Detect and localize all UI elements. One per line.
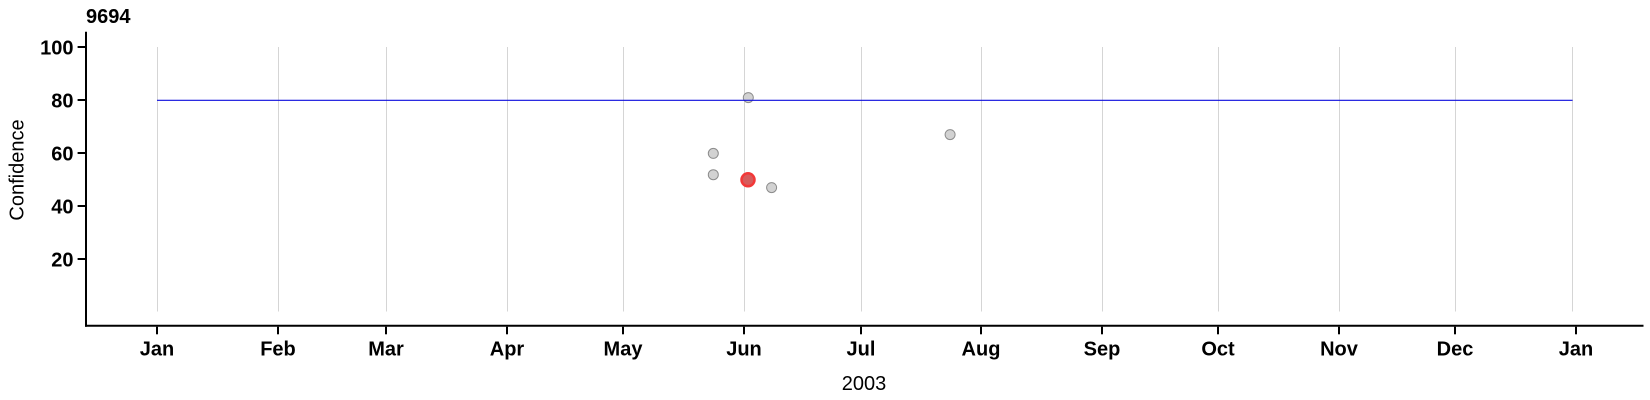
svg-text:Oct: Oct (1201, 339, 1235, 361)
svg-text:2003: 2003 (842, 373, 887, 395)
svg-text:Aug: Aug (962, 339, 1001, 361)
svg-text:Dec: Dec (1437, 339, 1474, 361)
svg-text:20: 20 (51, 250, 73, 272)
svg-text:60: 60 (51, 144, 73, 166)
svg-text:9694: 9694 (86, 6, 131, 28)
svg-text:Nov: Nov (1320, 339, 1359, 361)
svg-text:Jul: Jul (847, 339, 876, 361)
svg-text:100: 100 (40, 38, 73, 60)
svg-text:Confidence: Confidence (6, 119, 28, 220)
svg-text:May: May (604, 339, 644, 361)
svg-text:40: 40 (51, 197, 73, 219)
svg-text:Jan: Jan (140, 339, 174, 361)
svg-text:Apr: Apr (490, 339, 525, 361)
svg-text:80: 80 (51, 91, 73, 113)
svg-text:Jan: Jan (1559, 339, 1593, 361)
svg-text:Sep: Sep (1084, 339, 1121, 361)
svg-text:Jun: Jun (726, 339, 762, 361)
svg-text:Feb: Feb (260, 339, 296, 361)
svg-text:Mar: Mar (368, 339, 404, 361)
